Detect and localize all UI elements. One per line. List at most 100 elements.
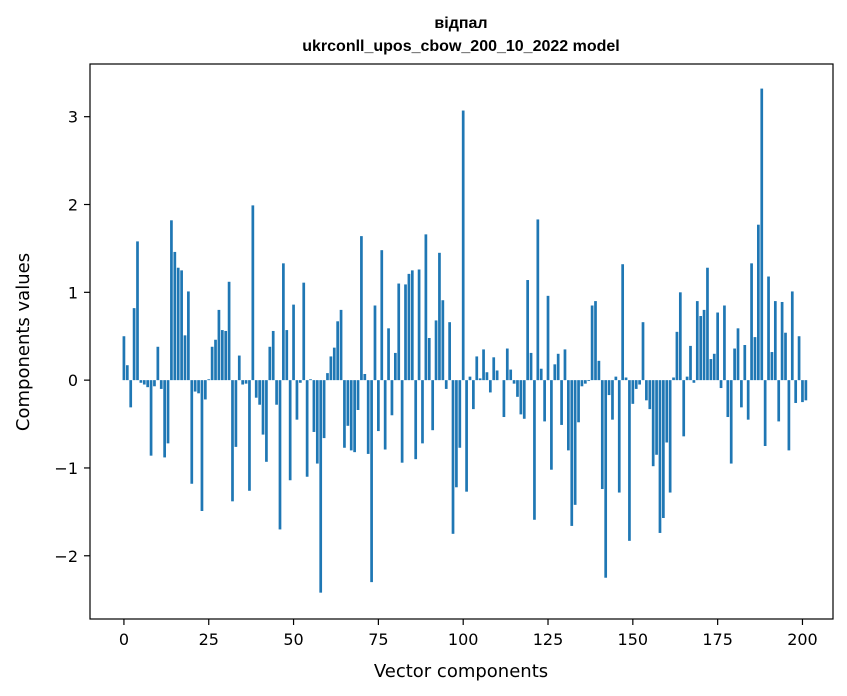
bar-184 xyxy=(746,380,750,420)
bar-16 xyxy=(176,267,180,381)
bar-170 xyxy=(699,316,703,381)
bar-1 xyxy=(125,365,129,381)
bar-27 xyxy=(214,339,217,381)
bar-36 xyxy=(244,380,248,384)
bar-51 xyxy=(295,380,299,420)
bar-34 xyxy=(237,355,241,381)
bar-164 xyxy=(678,292,682,381)
bar-66 xyxy=(346,380,350,426)
bar-56 xyxy=(312,380,316,432)
bar-33 xyxy=(234,380,238,447)
bar-188 xyxy=(760,88,764,381)
y-tick-label: 3 xyxy=(68,108,78,127)
y-tick-label: 2 xyxy=(68,196,78,215)
bar-17 xyxy=(180,270,183,381)
bar-89 xyxy=(424,234,428,381)
bar-151 xyxy=(634,380,638,389)
bar-113 xyxy=(505,348,509,381)
bar-52 xyxy=(298,380,302,383)
bar-40 xyxy=(258,380,261,405)
bar-54 xyxy=(305,380,309,477)
bar-91 xyxy=(431,380,435,431)
bar-4 xyxy=(136,241,139,381)
bar-105 xyxy=(478,378,482,381)
bar-15 xyxy=(173,251,177,381)
bar-140 xyxy=(597,360,601,381)
bar-191 xyxy=(770,352,774,381)
bar-93 xyxy=(438,252,441,381)
bar-78 xyxy=(387,328,390,381)
bar-152 xyxy=(638,380,641,385)
x-axis-label: Vector components xyxy=(374,661,548,682)
bar-182 xyxy=(740,380,743,408)
bar-175 xyxy=(716,312,719,381)
bar-157 xyxy=(655,380,658,455)
bar-187 xyxy=(757,224,760,381)
bar-98 xyxy=(455,380,458,488)
bar-26 xyxy=(210,346,214,381)
bar-198 xyxy=(794,380,798,403)
bar-115 xyxy=(512,380,516,384)
bar-22 xyxy=(197,380,200,394)
bar-82 xyxy=(400,380,404,463)
bar-121 xyxy=(533,380,536,520)
bar-83 xyxy=(404,284,407,381)
bar-110 xyxy=(495,370,499,381)
x-tick-label: 175 xyxy=(702,630,733,649)
bar-58 xyxy=(319,380,323,593)
bar-178 xyxy=(726,380,730,418)
bar-73 xyxy=(370,380,373,583)
y-axis: −2 −1 0 1 2 3 xyxy=(54,108,90,566)
bar-96 xyxy=(448,322,451,381)
bar-197 xyxy=(790,291,794,381)
y-tick-label: −2 xyxy=(54,547,78,566)
bar-85 xyxy=(410,270,414,381)
x-tick-label: 125 xyxy=(533,630,564,649)
bar-38 xyxy=(251,205,255,381)
bar-12 xyxy=(163,380,166,458)
bar-125 xyxy=(546,295,550,381)
bar-145 xyxy=(614,376,618,381)
bar-75 xyxy=(377,380,380,432)
x-tick-label: 25 xyxy=(199,630,219,649)
x-tick-label: 75 xyxy=(368,630,388,649)
bar-141 xyxy=(600,380,604,490)
bar-55 xyxy=(309,379,312,381)
bar-41 xyxy=(261,380,265,435)
bar-134 xyxy=(577,380,580,423)
plot-frame xyxy=(89,63,834,620)
bar-84 xyxy=(407,273,411,381)
bar-10 xyxy=(156,346,160,381)
bar-119 xyxy=(526,280,530,381)
bar-24 xyxy=(203,380,207,400)
bar-94 xyxy=(441,300,445,381)
bar-126 xyxy=(550,380,553,470)
chart-title: відпал xyxy=(434,15,487,32)
bar-35 xyxy=(241,380,245,385)
bar-150 xyxy=(631,380,635,404)
bar-127 xyxy=(553,364,557,381)
bar-185 xyxy=(750,263,753,381)
bar-23 xyxy=(200,380,204,511)
bar-30 xyxy=(224,330,228,381)
bar-132 xyxy=(570,380,574,526)
bar-0 xyxy=(122,336,126,381)
bar-71 xyxy=(363,373,367,381)
bar-80 xyxy=(393,352,397,381)
y-tick-label: 0 xyxy=(68,371,78,390)
bar-199 xyxy=(797,336,801,381)
bar-123 xyxy=(539,368,543,381)
bar-64 xyxy=(339,309,343,381)
bar-196 xyxy=(787,380,791,451)
bar-180 xyxy=(733,348,736,381)
bar-169 xyxy=(695,301,699,381)
bar-88 xyxy=(421,380,424,444)
bar-14 xyxy=(170,220,173,381)
bar-68 xyxy=(353,380,356,453)
bar-109 xyxy=(492,357,496,381)
bar-87 xyxy=(417,269,421,381)
bar-3 xyxy=(132,308,136,381)
bar-142 xyxy=(604,380,608,578)
bar-168 xyxy=(692,380,696,383)
